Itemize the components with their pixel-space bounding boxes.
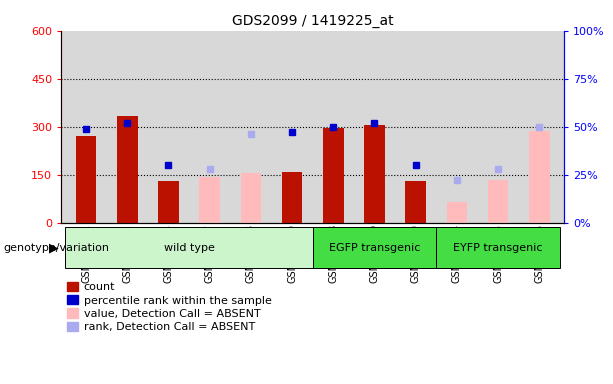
Bar [529,131,549,223]
Bar [199,177,220,223]
Bar [66,227,313,268]
Bar [282,172,302,223]
Bar [488,180,508,223]
Legend: count, percentile rank within the sample, value, Detection Call = ABSENT, rank, : count, percentile rank within the sample… [67,282,272,332]
Title: GDS2099 / 1419225_at: GDS2099 / 1419225_at [232,14,394,28]
Bar [323,128,343,223]
Text: wild type: wild type [164,243,215,253]
Bar [364,125,385,223]
Bar [446,202,467,223]
Bar [158,181,179,223]
Text: genotype/variation: genotype/variation [3,243,109,253]
Bar [405,181,426,223]
Bar [117,116,137,223]
Bar [240,173,261,223]
Bar [313,227,436,268]
Text: ▶: ▶ [48,241,58,254]
Text: EYFP transgenic: EYFP transgenic [453,243,543,253]
Bar [436,227,560,268]
Bar [76,136,96,223]
Text: EGFP transgenic: EGFP transgenic [329,243,420,253]
